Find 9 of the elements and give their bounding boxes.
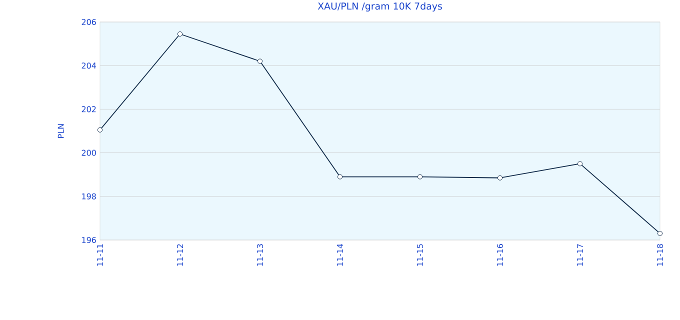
point (497, 175, 503, 180)
point (577, 161, 583, 166)
point (417, 174, 423, 180)
chart-title: XAU/PLN /gram 10K 7days (318, 2, 442, 12)
point (337, 174, 343, 180)
point (257, 58, 263, 64)
point (657, 230, 663, 236)
point (177, 31, 183, 37)
point (97, 127, 103, 132)
